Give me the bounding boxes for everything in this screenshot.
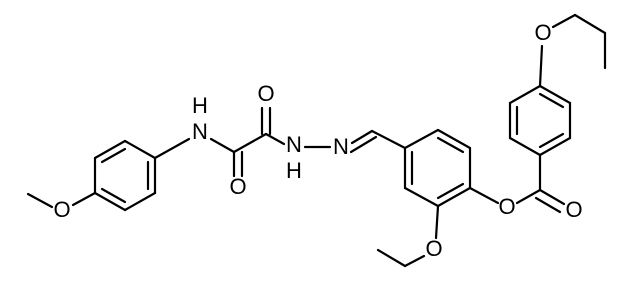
atom-label: H xyxy=(286,158,302,183)
atom-label: O xyxy=(565,197,582,222)
bonds xyxy=(26,13,607,268)
atom-label: O xyxy=(498,194,515,219)
atom-label: N xyxy=(192,119,208,144)
atom-label: O xyxy=(53,197,70,222)
atom-label: H xyxy=(192,93,208,118)
atom-label: O xyxy=(257,81,274,106)
atom-label: O xyxy=(534,20,551,45)
atom-label: O xyxy=(425,236,442,261)
atom-label: N xyxy=(333,134,349,159)
atom-label: O xyxy=(229,174,246,199)
atom-label: N xyxy=(286,132,302,157)
